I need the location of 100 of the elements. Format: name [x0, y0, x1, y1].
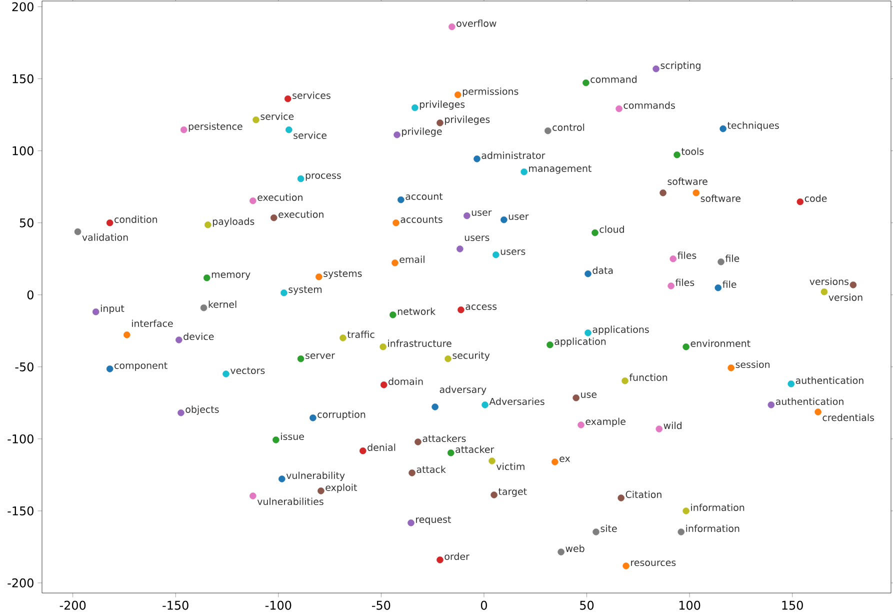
- annotation: command: [590, 76, 637, 83]
- annotation: authentication: [776, 398, 844, 406]
- annotation: memory: [212, 272, 250, 280]
- annotation: versions: [810, 278, 849, 286]
- annotation: network: [398, 308, 436, 315]
- annotation: files: [678, 252, 696, 259]
- annotation: software: [668, 178, 708, 185]
- annotation: server: [306, 353, 335, 359]
- annotation: account: [406, 193, 443, 200]
- annotation: function: [629, 374, 668, 381]
- annotation: system: [288, 286, 322, 295]
- annotation: denial: [368, 444, 396, 451]
- annotation: vulnerabilities: [257, 498, 324, 506]
- y-tick-label: 0: [27, 290, 34, 300]
- annotation: privileges: [420, 100, 465, 110]
- annotation: web: [566, 544, 584, 552]
- y-tick-label: -50: [15, 362, 34, 372]
- annotation: file: [722, 280, 736, 288]
- x-tick-label: 50: [580, 600, 594, 610]
- annotation: email: [400, 256, 424, 263]
- annotation: payloads: [212, 218, 254, 227]
- annotation: attackers: [422, 434, 466, 442]
- annotation: security: [452, 352, 490, 361]
- annotation: service: [294, 132, 326, 139]
- annotation: access: [466, 304, 497, 310]
- annotation: resources: [631, 560, 676, 566]
- x-tick-label: -200: [60, 600, 86, 610]
- annotation: services: [292, 92, 330, 99]
- annotation: example: [586, 418, 626, 427]
- annotation: accounts: [400, 216, 442, 223]
- x-tick-label: 100: [679, 600, 700, 610]
- annotation: traffic: [347, 330, 374, 338]
- annotation: input: [100, 304, 124, 314]
- annotation: users: [500, 249, 526, 255]
- annotation: users: [464, 236, 490, 242]
- annotation: systems: [324, 270, 362, 279]
- annotation: Adversaries: [489, 398, 544, 406]
- annotation: validation: [82, 234, 128, 241]
- annotation: user: [472, 210, 492, 216]
- annotation: target: [498, 488, 527, 497]
- annotation: control: [552, 124, 584, 131]
- y-tick-label: 50: [20, 218, 34, 228]
- annotation: execution: [258, 194, 302, 201]
- annotation: process: [306, 173, 341, 181]
- annotation: tools: [681, 148, 704, 155]
- annotation: attack: [416, 466, 446, 474]
- annotation: service: [260, 112, 294, 120]
- x-tick-label: 0: [480, 600, 487, 610]
- annotation: request: [416, 516, 451, 525]
- annotation: interface: [132, 320, 173, 328]
- annotation: overflow: [456, 20, 496, 27]
- annotation: cloud: [600, 226, 624, 233]
- y-tick-label: -200: [8, 578, 34, 588]
- annotation: code: [804, 194, 827, 202]
- annotation: techniques: [728, 122, 779, 131]
- annotation: vectors: [230, 367, 265, 374]
- annotation: commands: [624, 102, 675, 109]
- annotation: administrator: [482, 152, 546, 160]
- annotation: environment: [690, 340, 750, 347]
- annotation: files: [675, 278, 694, 286]
- annotation: authentication: [796, 376, 864, 384]
- annotation: infrastructure: [388, 340, 452, 347]
- annotation: Citation: [626, 490, 662, 498]
- annotation: wild: [664, 422, 682, 430]
- annotation: data: [592, 266, 613, 274]
- annotation: corruption: [318, 410, 366, 420]
- y-tick-label: 100: [12, 146, 34, 156]
- annotation: privilege: [402, 128, 442, 137]
- annotation: attacker: [456, 446, 494, 453]
- annotation: applications: [592, 326, 649, 335]
- annotation: application: [554, 338, 606, 347]
- y-tick-label: -150: [8, 506, 34, 516]
- annotation: use: [581, 392, 597, 398]
- annotation: ex: [560, 456, 570, 462]
- annotation: kernel: [208, 300, 236, 308]
- annotation: scripting: [660, 62, 700, 71]
- y-tick-label: -100: [8, 434, 34, 444]
- annotation: vulnerability: [286, 472, 345, 481]
- annotation: victim: [496, 462, 524, 470]
- annotation: execution: [278, 210, 324, 218]
- annotation: device: [184, 332, 214, 340]
- x-tick-label: -50: [372, 600, 390, 610]
- annotation: credentials: [822, 414, 874, 422]
- annotation: privileges: [445, 116, 490, 125]
- x-tick-label: 150: [782, 600, 803, 610]
- annotation: domain: [388, 378, 423, 386]
- annotation: adversary: [440, 386, 486, 395]
- annotation: session: [736, 360, 770, 368]
- annotation: exploit: [326, 484, 357, 493]
- y-tick-label: 200: [12, 2, 34, 12]
- annotation: information: [691, 504, 744, 512]
- annotation: order: [444, 552, 470, 560]
- x-tick-label: -150: [162, 600, 188, 610]
- annotation: management: [529, 165, 592, 174]
- annotation: permissions: [462, 88, 518, 97]
- annotation: objects: [186, 406, 219, 415]
- annotation: site: [600, 524, 617, 532]
- y-tick-label: 150: [12, 74, 34, 84]
- annotation: version: [828, 294, 862, 301]
- x-tick-label: -100: [265, 600, 292, 610]
